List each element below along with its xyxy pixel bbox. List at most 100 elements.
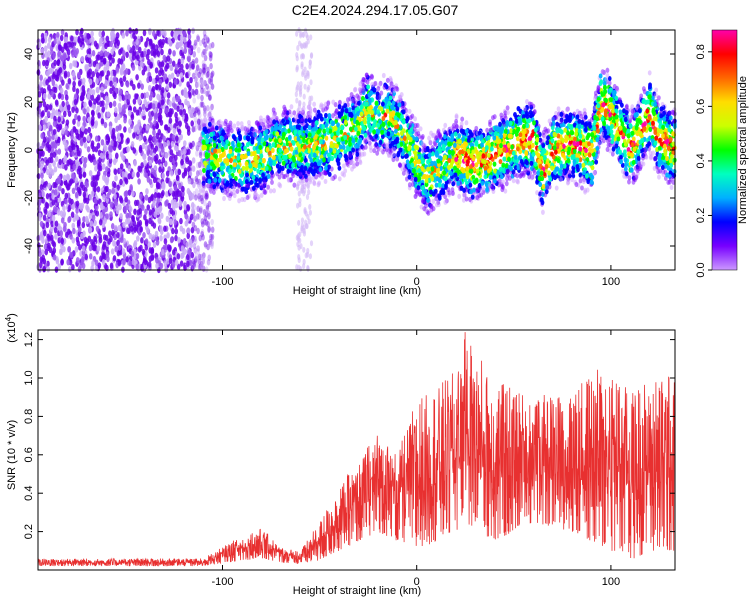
spectrogram-cell [111, 132, 116, 139]
spectrogram-cell [199, 263, 203, 270]
spectrogram-cell [631, 179, 636, 185]
spectrogram-cell [185, 63, 189, 70]
spectrogram-cell [140, 92, 145, 100]
spectrogram-cell [96, 142, 101, 149]
spectrogram-cell [165, 177, 169, 184]
spectrogram-cell [182, 148, 187, 155]
spectrogram-cell [88, 99, 92, 106]
spectrogram-cell [119, 163, 124, 170]
spectrogram-cell [207, 72, 212, 79]
spectrogram-cell [192, 90, 196, 97]
spectrogram-cell [54, 220, 59, 227]
spectrogram-cell [207, 86, 211, 93]
spectrogram-cell [206, 90, 211, 97]
spectrogram-cell [354, 107, 359, 113]
spectrogram-cell [198, 136, 203, 143]
spectrogram-cell [74, 113, 78, 121]
spectrogram-cell [87, 235, 92, 242]
spectrogram-cell [497, 178, 502, 184]
spectrogram-cell [471, 174, 476, 180]
spectrogram-cell [83, 142, 88, 149]
spectrogram-cell [297, 264, 301, 271]
spectrogram-cell [56, 209, 61, 216]
spectrogram-cell [61, 79, 65, 86]
spectrogram-cell [155, 262, 159, 270]
spectrogram-cell [199, 73, 204, 81]
spectrogram-cell [194, 252, 199, 260]
spectrogram-cell [89, 220, 94, 227]
spectrogram-cell [127, 173, 132, 180]
spectrogram-cell [309, 34, 313, 41]
spectrogram-cell [157, 102, 161, 109]
spectrogram-cell [190, 193, 195, 200]
spectrogram-cell [71, 173, 75, 180]
spectrogram-cell [138, 146, 143, 154]
spectrogram-cell [167, 74, 172, 81]
spectrogram-cell [195, 75, 199, 82]
spectrogram-cell [132, 132, 136, 139]
spectrogram-cell [194, 76, 198, 83]
spectrogram-cell [121, 171, 126, 178]
spectrogram-cell [71, 264, 75, 271]
spectrogram-cell [130, 141, 135, 148]
spectrogram-cell [154, 67, 159, 74]
spectrogram-cell [197, 161, 202, 168]
spectrogram-cell [297, 219, 301, 226]
spectrogram-cell [183, 47, 188, 54]
spectrogram-cell [232, 123, 237, 129]
spectrogram-cell [192, 43, 197, 50]
spectrogram-cell [202, 30, 207, 37]
spectrogram-cell [302, 230, 307, 237]
spectrogram-cell [71, 222, 76, 230]
spectrogram-cell [187, 249, 192, 256]
spectrogram-cell [85, 56, 90, 64]
spectrogram-cell [189, 142, 193, 149]
spectrogram-cell [163, 225, 167, 232]
spectrogram-cell [190, 120, 195, 127]
spectrogram-cell [85, 217, 90, 225]
spectrogram-cell [163, 73, 168, 80]
spectrogram-cell [163, 261, 168, 268]
spectrogram-cell [379, 90, 384, 96]
spectrogram-cell [204, 219, 209, 226]
spectrogram-cell [183, 204, 188, 211]
spectrogram-cell [108, 230, 112, 237]
spectrogram-cell [122, 258, 126, 266]
spectrogram-cell [187, 41, 191, 49]
spectrogram-cell [459, 121, 464, 127]
spectrogram-cell [47, 130, 51, 137]
spectrogram-cell [202, 199, 207, 207]
spectrogram-cell [182, 140, 187, 147]
spectrogram-cell [72, 45, 76, 53]
spectrogram-cell [196, 46, 201, 54]
spectrogram-cell [193, 42, 198, 49]
spectrogram-cell [157, 39, 162, 47]
spectrogram-cell [86, 72, 91, 79]
spectrogram-cell [184, 92, 189, 99]
spectrogram-cell [123, 126, 127, 133]
spectrogram-cell [205, 104, 210, 112]
spectrogram-cell [296, 45, 300, 52]
spectrogram-cell [193, 247, 198, 254]
spectrogram-cell [108, 101, 113, 109]
spectrogram-cell [561, 137, 565, 144]
spectrogram-cell [191, 27, 195, 34]
spectrogram-cell [154, 145, 159, 152]
spectrogram-cell [298, 197, 302, 204]
spectrogram-cell [49, 152, 54, 159]
spectrogram-cell [191, 88, 195, 96]
spectrogram-cell [86, 206, 90, 213]
spectrogram-cell [80, 125, 85, 132]
spectrogram-cell [117, 135, 122, 143]
spectrogram-cell [158, 61, 162, 68]
spectrogram-cell [535, 190, 539, 196]
spectrogram-cell [125, 203, 129, 211]
spectrogram-cell [150, 167, 155, 175]
spectrogram-cell [62, 110, 67, 118]
spectrogram-cell [167, 37, 172, 44]
spectrogram-cell [161, 156, 166, 164]
spectrogram-cell [154, 83, 159, 91]
spectrogram-cell [197, 140, 201, 148]
spectrogram-cell [159, 235, 163, 242]
spectrogram-cell [205, 83, 209, 90]
